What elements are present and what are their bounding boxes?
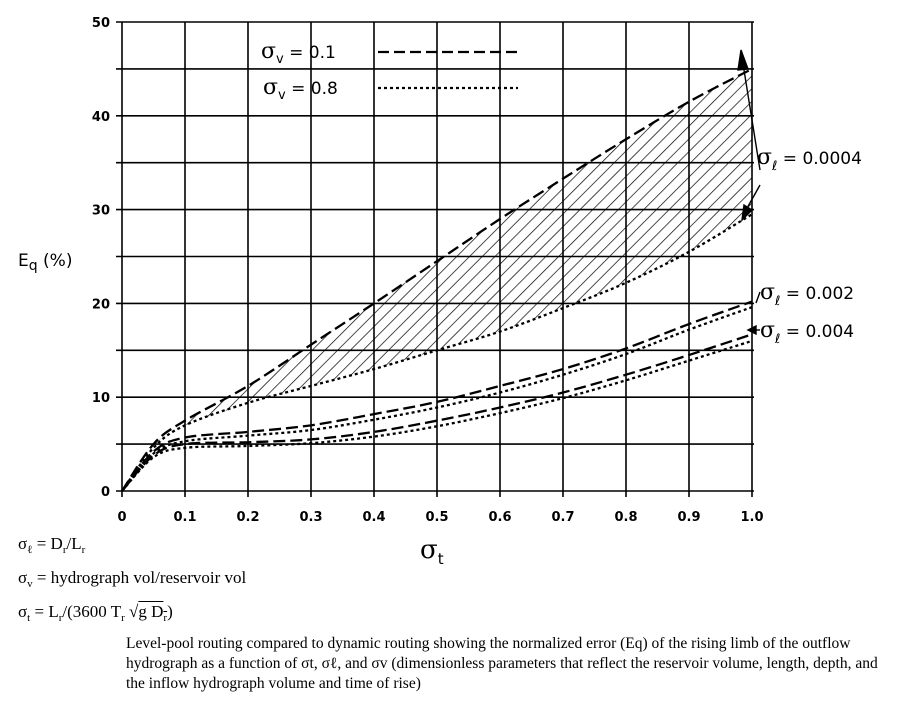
svg-text:0.6: 0.6	[488, 510, 511, 525]
definition-sigma-l: σℓ = Dr/Lr	[18, 534, 86, 556]
svg-text:10: 10	[92, 391, 110, 406]
svg-text:0.2: 0.2	[236, 510, 259, 525]
svg-text:0.5: 0.5	[425, 510, 448, 525]
legend-label-sv-0.1: σv = 0.1	[261, 39, 336, 67]
svg-text:0.4: 0.4	[362, 510, 385, 525]
curve-3	[121, 300, 753, 492]
definition-sigma-t: σt = Lr/(3600 Tr √g Dr)	[18, 602, 173, 624]
hatched-region	[122, 68, 752, 492]
curves	[121, 67, 753, 492]
annotation-sl-0.002: σℓ = 0.002	[760, 280, 854, 309]
legend-label-sv-0.8: σv = 0.8	[263, 75, 338, 103]
svg-text:0.9: 0.9	[677, 510, 700, 525]
svg-text:0.1: 0.1	[173, 510, 196, 525]
curve-1	[121, 67, 753, 492]
curve-4	[121, 306, 753, 492]
annotation-arrows	[737, 49, 761, 336]
definition-sigma-v: σv = hydrograph vol/reservoir vol	[18, 568, 247, 590]
x-axis-label: σt	[420, 535, 444, 568]
y-axis-label: Eq (%)	[18, 251, 72, 274]
legend	[378, 50, 518, 90]
chart: 0 0.1 0.2 0.3 0.4 0.5 0.6 0.7 0.8 0.9 1.0 0 10 20 30 40…	[18, 16, 862, 568]
svg-text:50: 50	[92, 16, 110, 31]
svg-text:1.0: 1.0	[740, 510, 763, 525]
svg-text:0.7: 0.7	[551, 510, 574, 525]
svg-text:0: 0	[101, 485, 110, 500]
svg-text:40: 40	[92, 110, 110, 125]
svg-text:0: 0	[117, 510, 126, 525]
tick-labels: 0 0.1 0.2 0.3 0.4 0.5 0.6 0.7 0.8 0.9 1.0 0 10 20 30 40…	[92, 16, 764, 525]
curve-2	[121, 213, 753, 492]
svg-text:20: 20	[92, 297, 110, 312]
parameter-definitions: σℓ = Dr/Lr σv = hydrograph vol/reservoir…	[18, 530, 246, 632]
annotation-sl-0.004: σℓ = 0.004	[760, 318, 854, 347]
figure-caption: Level-pool routing compared to dynamic r…	[126, 635, 878, 692]
sqrt-symbol: √	[129, 602, 139, 621]
annotation-sl-0.0004: σℓ = 0.0004	[757, 145, 862, 174]
svg-text:30: 30	[92, 204, 110, 219]
curve-6	[121, 339, 753, 492]
svg-text:0.8: 0.8	[614, 510, 637, 525]
svg-text:0.3: 0.3	[299, 510, 322, 525]
